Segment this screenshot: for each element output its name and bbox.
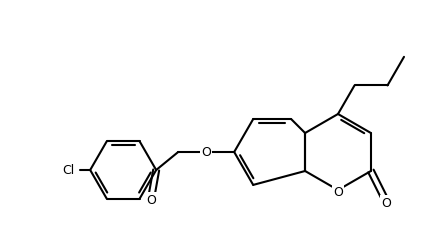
Text: O: O	[201, 145, 211, 159]
Text: Cl: Cl	[62, 164, 74, 176]
Text: O: O	[381, 197, 391, 209]
Text: O: O	[333, 185, 343, 199]
Text: O: O	[146, 194, 156, 206]
